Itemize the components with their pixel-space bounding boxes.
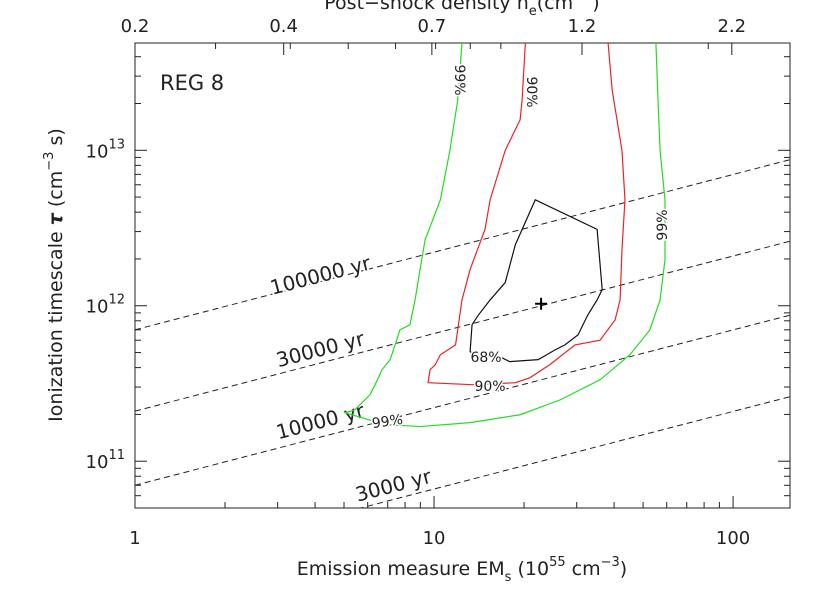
best-fit-marker bbox=[535, 297, 548, 310]
y-tick-label: 1012 bbox=[86, 293, 125, 318]
x2-tick-label: 0.2 bbox=[121, 16, 150, 37]
y-tick-power: 13 bbox=[108, 137, 125, 152]
x-axis-label: Emission measure EMs (1055 cm−3) bbox=[297, 555, 627, 585]
y-axis-label: Ionization timescale τ (cm−3 s) bbox=[42, 128, 67, 422]
y-tick-base: 10 bbox=[86, 297, 109, 318]
contour-label: 90% bbox=[474, 379, 505, 395]
contour-label: 90% bbox=[523, 76, 539, 107]
contour-line bbox=[427, 43, 626, 386]
age-line bbox=[135, 159, 790, 331]
x-tick-label: 100 bbox=[716, 528, 750, 549]
x2-tick-label: 0.7 bbox=[418, 16, 447, 37]
y-tick-label: 1011 bbox=[86, 448, 125, 473]
age-line-label: 30000 yr bbox=[274, 326, 368, 372]
annotation: REG 8 bbox=[160, 71, 224, 95]
x2-tick-label: 0.4 bbox=[269, 16, 298, 37]
age-line-label: 100000 yr bbox=[267, 250, 373, 299]
contour-line bbox=[342, 43, 666, 428]
plot-frame bbox=[134, 42, 791, 509]
x2-tick-label: 1.2 bbox=[568, 16, 597, 37]
contour-label: 68% bbox=[470, 350, 501, 366]
x-tick-label: 1 bbox=[129, 528, 140, 549]
y-tick-base: 10 bbox=[86, 452, 109, 473]
age-line bbox=[135, 314, 790, 486]
age-line bbox=[358, 396, 790, 508]
y-tick-power: 12 bbox=[108, 293, 125, 308]
contour-label: 99% bbox=[451, 64, 467, 95]
contour-line bbox=[469, 199, 603, 363]
x-tick-label: 10 bbox=[423, 528, 446, 549]
x2-tick-label: 2.2 bbox=[717, 16, 746, 37]
y-tick-base: 10 bbox=[86, 141, 109, 162]
age-line-label: 3000 yr bbox=[353, 464, 435, 507]
x2-axis-label: Post−shock density ne(cm−3) bbox=[324, 0, 599, 19]
y-tick-power: 11 bbox=[108, 448, 125, 463]
y-tick-label: 1013 bbox=[86, 137, 125, 162]
contour-label: 99% bbox=[655, 209, 671, 240]
age-lines bbox=[135, 159, 790, 508]
contour-label: 99% bbox=[371, 412, 404, 432]
age-line bbox=[135, 240, 790, 412]
